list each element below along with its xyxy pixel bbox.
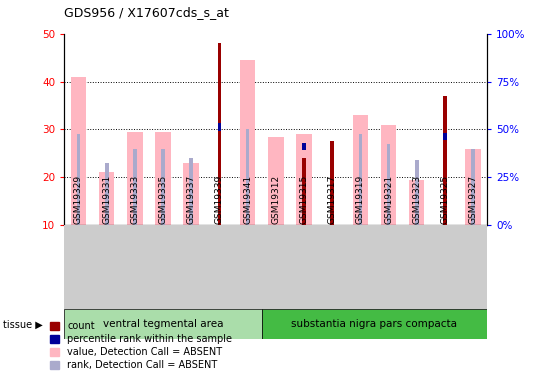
Bar xyxy=(218,123,221,130)
Bar xyxy=(127,132,143,225)
Text: ventral tegmental area: ventral tegmental area xyxy=(103,320,223,329)
Bar xyxy=(302,158,306,225)
Bar xyxy=(268,136,283,225)
Bar xyxy=(415,160,418,225)
Bar xyxy=(155,132,171,225)
Bar xyxy=(330,141,334,225)
Text: GDS956 / X17607cds_s_at: GDS956 / X17607cds_s_at xyxy=(64,6,229,19)
Bar xyxy=(161,148,165,225)
Bar xyxy=(71,77,86,225)
Bar xyxy=(387,144,390,225)
Bar xyxy=(358,134,362,225)
Bar xyxy=(218,44,221,225)
Text: substantia nigra pars compacta: substantia nigra pars compacta xyxy=(291,320,458,329)
Bar xyxy=(105,163,109,225)
Legend: count, percentile rank within the sample, value, Detection Call = ABSENT, rank, : count, percentile rank within the sample… xyxy=(50,321,232,370)
Bar xyxy=(246,129,249,225)
Bar xyxy=(443,96,447,225)
Bar xyxy=(133,148,137,225)
Bar xyxy=(99,172,114,225)
Bar xyxy=(184,163,199,225)
Bar xyxy=(353,115,368,225)
Bar xyxy=(443,139,447,225)
Text: tissue ▶: tissue ▶ xyxy=(3,320,43,329)
Bar xyxy=(330,141,334,225)
Bar xyxy=(296,134,312,225)
Bar xyxy=(443,133,447,140)
Bar xyxy=(64,309,262,339)
Bar xyxy=(302,142,306,150)
Bar xyxy=(262,309,487,339)
Bar xyxy=(240,60,255,225)
Bar xyxy=(189,158,193,225)
Bar xyxy=(77,134,80,225)
Bar xyxy=(472,148,475,225)
Bar xyxy=(381,124,396,225)
Bar xyxy=(465,148,481,225)
Bar xyxy=(409,180,424,225)
